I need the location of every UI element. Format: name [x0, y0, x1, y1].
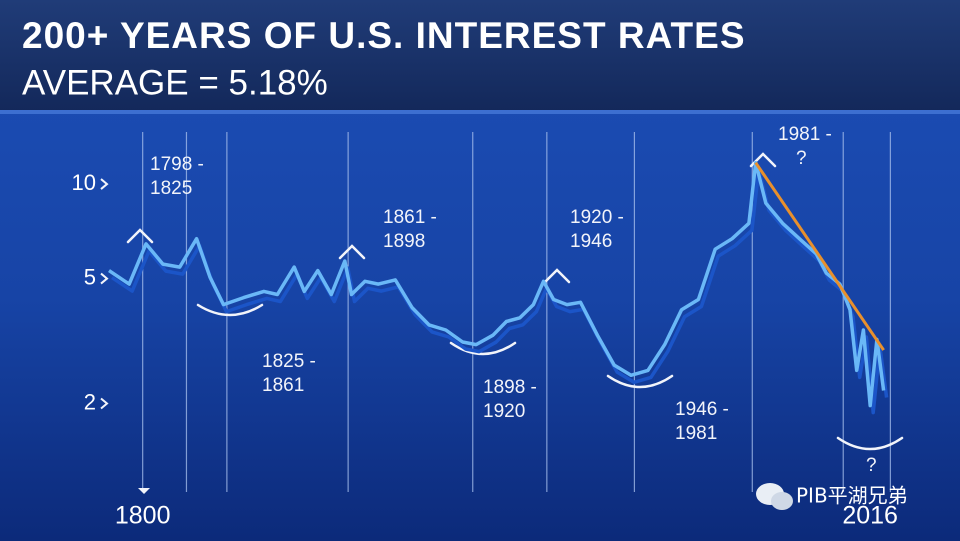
annotation: 1981 - — [778, 124, 832, 145]
y-tick-label: 10 — [72, 170, 96, 195]
annotation: 1825 - — [262, 351, 316, 372]
peak-caret — [338, 244, 366, 260]
chart-subtitle: AVERAGE = 5.18% — [22, 63, 328, 102]
x-tick-label: 2016 — [842, 502, 898, 530]
annotation: 1946 — [570, 231, 612, 252]
y-tick — [100, 178, 109, 190]
watermark: PIB平湖兄弟 — [756, 483, 908, 510]
watermark-text: PIB平湖兄弟 — [796, 484, 908, 508]
axis-marker — [138, 488, 150, 494]
annotation: 1898 - — [483, 377, 537, 398]
y-tick — [100, 397, 109, 410]
trend-line — [754, 161, 885, 351]
y-tick-label: 2 — [84, 389, 96, 414]
annotation: ? — [796, 148, 807, 169]
chart-title: 200+ YEARS OF U.S. INTEREST RATES — [22, 15, 746, 56]
peak-caret — [543, 268, 571, 284]
y-tick — [100, 272, 109, 285]
rate-line — [108, 160, 886, 408]
annotation: 1825 — [150, 178, 192, 199]
annotation: 1898 — [383, 231, 425, 252]
x-tick-label: 1800 — [115, 502, 171, 530]
annotation: 1920 — [483, 401, 525, 422]
trough-arc — [606, 374, 674, 389]
annotation-arcs — [126, 152, 904, 451]
trough-arc — [196, 303, 264, 317]
annotation: 1946 - — [675, 399, 729, 420]
y-tick-label: 5 — [84, 264, 96, 289]
peak-caret — [126, 228, 154, 244]
annotation: 1798 - — [150, 154, 204, 175]
trough-arc — [449, 341, 517, 356]
annotation: 1861 - — [383, 207, 437, 228]
header — [0, 0, 960, 112]
watermark-icon — [771, 492, 793, 510]
annotation: 1981 — [675, 423, 717, 444]
annotation: 1920 - — [570, 207, 624, 228]
annotation: 1861 — [262, 375, 304, 396]
header-rule — [0, 110, 960, 114]
trough-arc — [836, 436, 904, 451]
annotation: ? — [866, 455, 877, 476]
